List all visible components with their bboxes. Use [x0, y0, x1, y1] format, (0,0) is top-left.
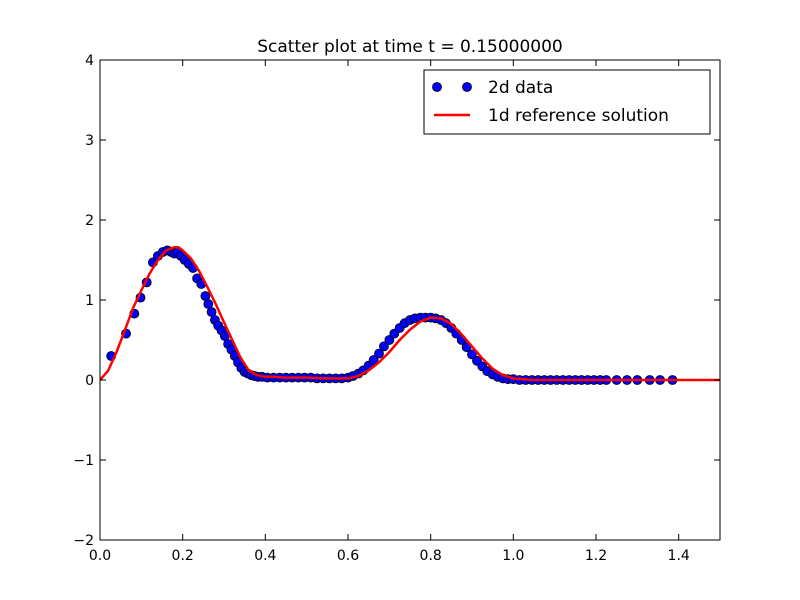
y-axis: −2 −1 0 1 2 3 4 [73, 53, 720, 549]
x-tick-label: 0.4 [254, 548, 276, 564]
y-tick-label: 3 [85, 133, 94, 149]
x-tick-label: 1.4 [668, 548, 690, 564]
legend-label-reference: 1d reference solution [488, 106, 669, 126]
y-tick-label: 1 [85, 293, 94, 309]
x-axis: 0.0 0.2 0.4 0.6 0.8 1.0 1.2 1.4 [89, 60, 690, 564]
y-tick-label: −1 [73, 453, 94, 469]
y-tick-label: −2 [73, 533, 94, 549]
y-tick-label: 0 [85, 373, 94, 389]
reference-solution-line [100, 245, 720, 382]
data-point [379, 341, 389, 352]
data-point [467, 349, 477, 360]
x-tick-label: 0.2 [172, 548, 194, 564]
legend: 2d data 1d reference solution [423, 69, 711, 135]
series-layer [100, 245, 720, 385]
chart-title: Scatter plot at time t = 0.15000000 [257, 37, 563, 57]
legend-marker-2d-data [462, 82, 472, 92]
x-tick-label: 0.6 [337, 548, 359, 564]
y-tick-label: 4 [85, 53, 94, 69]
legend-label-2d-data: 2d data [488, 78, 553, 98]
legend-box [423, 69, 711, 135]
data-point [384, 335, 395, 345]
x-tick-label: 0.0 [89, 548, 111, 564]
x-tick-label: 1.0 [502, 548, 524, 564]
x-tick-label: 1.2 [585, 548, 607, 564]
x-tick-label: 0.8 [420, 548, 442, 564]
legend-marker-2d-data [432, 82, 442, 92]
data-point [368, 355, 379, 365]
y-tick-label: 2 [85, 213, 94, 229]
data-point [374, 348, 384, 359]
